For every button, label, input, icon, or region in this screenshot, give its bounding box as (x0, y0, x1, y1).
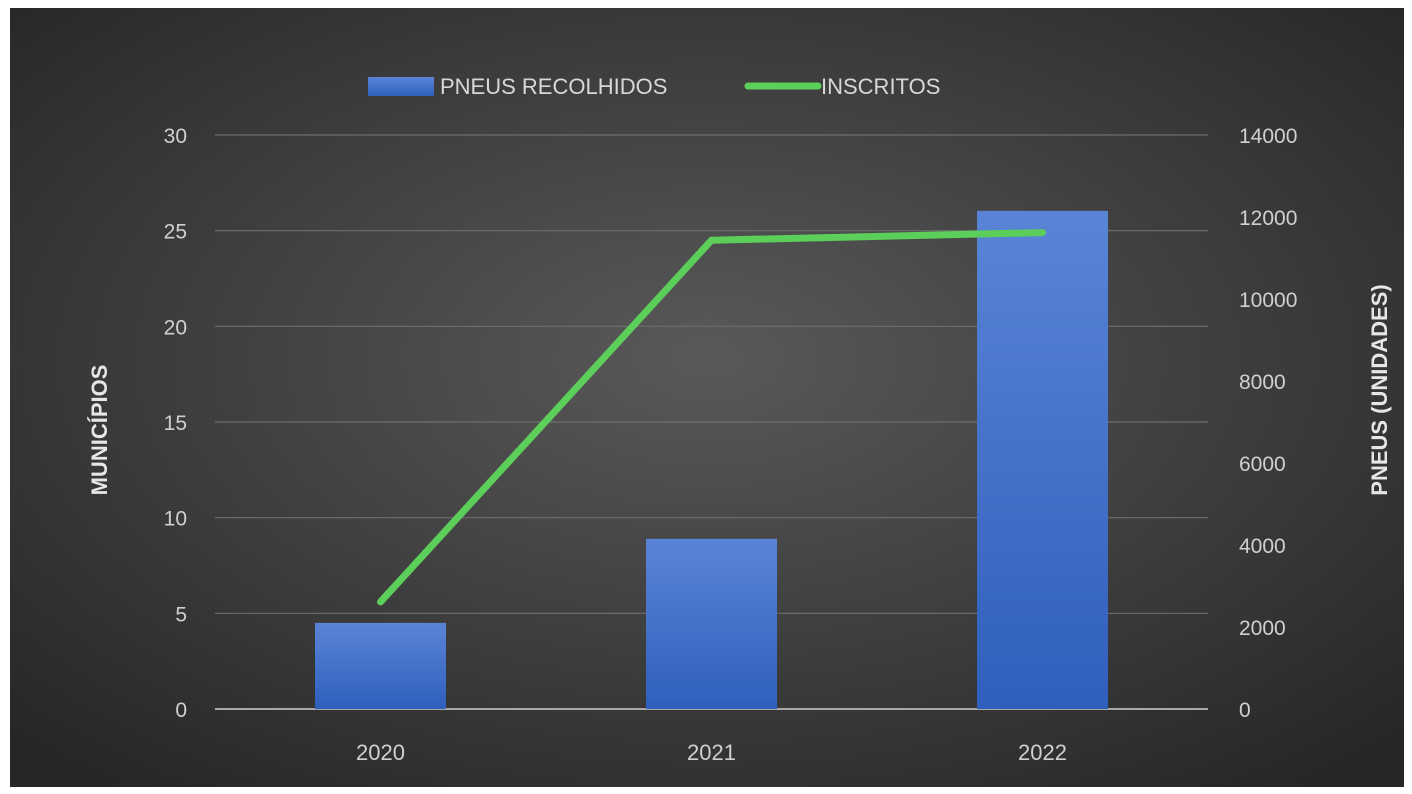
bar-pneus-recolhidos-2021 (646, 538, 777, 709)
y-right-tick-label: 6000 (1239, 453, 1286, 476)
axes: 0 5 10 15 20 25 30 0 2000 4000 6000 8000 10000 12000 1… (164, 125, 1298, 765)
y-left-tick-label: 15 (164, 412, 187, 435)
y-left-tick-label: 25 (164, 221, 187, 244)
bar-pneus-recolhidos-2020 (315, 622, 446, 709)
y-left-tick-label: 5 (175, 603, 187, 626)
y-left-tick-label: 30 (164, 125, 187, 148)
y-left-tick-label: 10 (164, 508, 187, 531)
legend-swatch-pneus-recolhidos (368, 77, 434, 96)
point-inscritos-2020 (380, 601, 381, 603)
y-right-tick-label: 4000 (1239, 535, 1286, 558)
legend-label-inscritos: INSCRITOS (821, 74, 940, 99)
point-inscritos-2021 (711, 239, 712, 241)
x-tick-label: 2021 (687, 740, 736, 765)
x-tick-label: 2020 (356, 740, 405, 765)
legend-label-pneus-recolhidos: PNEUS RECOLHIDOS (440, 74, 667, 99)
legend: PNEUS RECOLHIDOS INSCRITOS (368, 74, 940, 99)
y-right-tick-label: 2000 (1239, 617, 1286, 640)
line-series (377, 229, 1046, 606)
bars (315, 210, 1108, 709)
y-left-axis-title: MUNICÍPIOS (87, 365, 112, 496)
y-left-tick-label: 0 (175, 699, 187, 722)
point-inscritos-2022 (1042, 232, 1043, 234)
x-tick-label: 2022 (1018, 740, 1067, 765)
bar-pneus-recolhidos-2022 (977, 210, 1108, 709)
y-right-tick-label: 12000 (1239, 207, 1297, 230)
y-right-tick-label: 10000 (1239, 289, 1297, 312)
y-right-tick-label: 14000 (1239, 125, 1297, 148)
y-right-tick-label: 8000 (1239, 371, 1286, 394)
y-left-tick-label: 20 (164, 316, 187, 339)
y-right-axis-title: PNEUS (UNIDADES) (1367, 284, 1392, 495)
y-right-tick-label: 0 (1239, 699, 1251, 722)
